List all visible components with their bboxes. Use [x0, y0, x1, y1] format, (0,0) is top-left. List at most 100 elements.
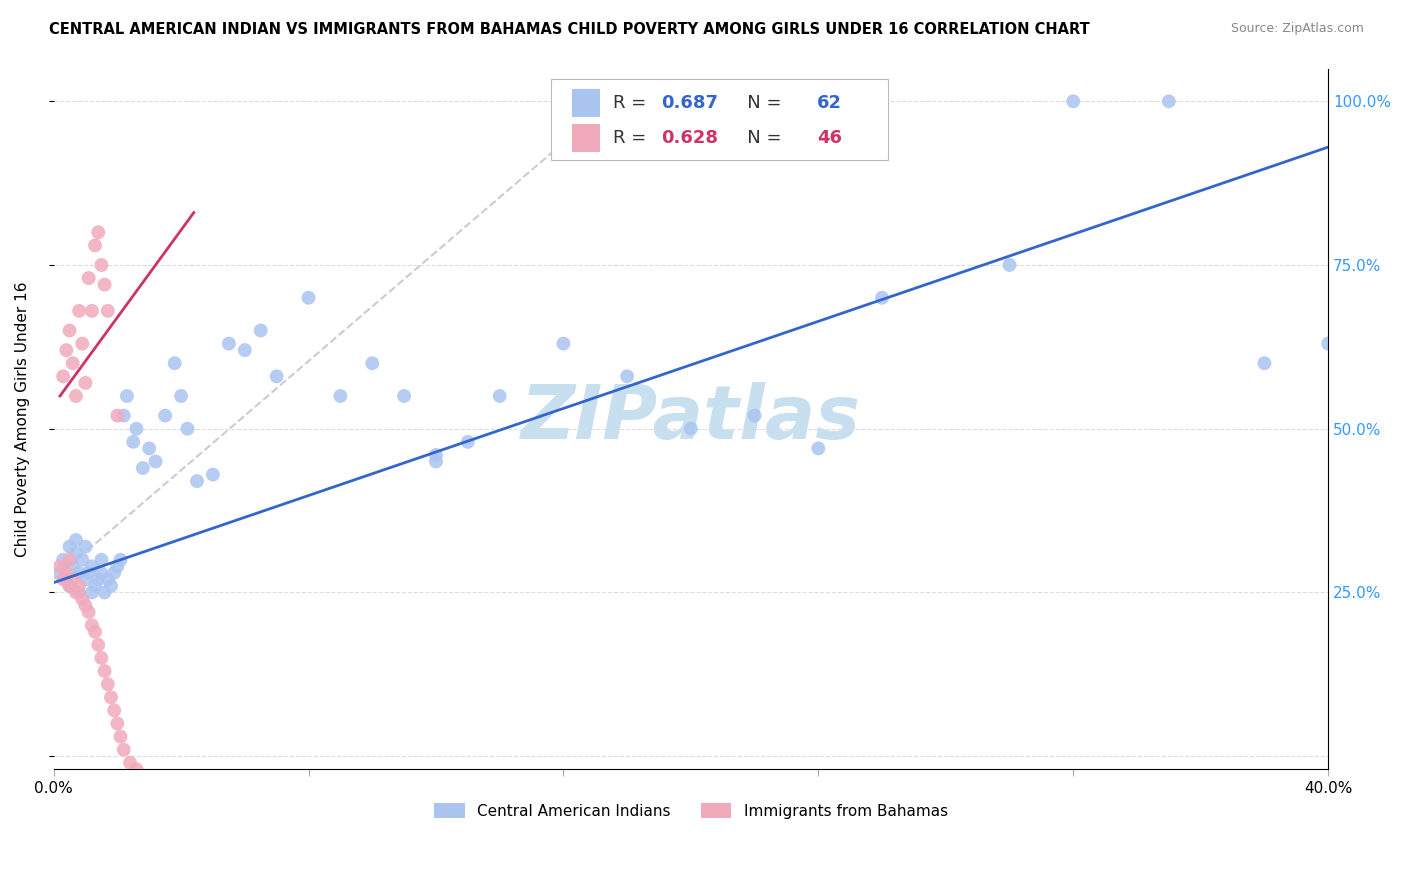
- Point: [93, 585, 115, 599]
- Point: [488, 389, 510, 403]
- Point: [58, 579, 80, 593]
- Point: [52, 552, 75, 566]
- Point: [425, 454, 447, 468]
- Point: [100, 579, 122, 593]
- Point: [65, 546, 87, 560]
- Point: [49, 566, 72, 580]
- Point: [297, 291, 319, 305]
- Point: [52, 369, 75, 384]
- Point: [77, 566, 100, 580]
- Point: [870, 291, 893, 305]
- Point: [103, 703, 125, 717]
- Point: [87, 638, 110, 652]
- Point: [58, 552, 80, 566]
- Point: [329, 389, 352, 403]
- Point: [72, 336, 94, 351]
- Point: [75, 573, 97, 587]
- Point: [105, 716, 128, 731]
- Point: [186, 474, 208, 488]
- Point: [1157, 95, 1180, 109]
- Point: [170, 795, 193, 809]
- Point: [392, 389, 415, 403]
- Point: [67, 579, 90, 593]
- Point: [105, 409, 128, 423]
- Point: [138, 442, 160, 456]
- Point: [62, 559, 84, 574]
- Point: [100, 690, 122, 705]
- Point: [90, 566, 112, 580]
- FancyBboxPatch shape: [551, 79, 889, 160]
- Point: [1317, 336, 1340, 351]
- Point: [425, 448, 447, 462]
- Point: [807, 442, 830, 456]
- Point: [125, 762, 148, 776]
- FancyBboxPatch shape: [572, 89, 600, 117]
- Point: [744, 409, 766, 423]
- Point: [80, 618, 103, 632]
- Point: [90, 258, 112, 272]
- Point: [132, 769, 155, 783]
- Point: [132, 461, 155, 475]
- Point: [67, 566, 90, 580]
- Point: [80, 559, 103, 574]
- Text: 0.687: 0.687: [662, 95, 718, 112]
- Point: [112, 409, 135, 423]
- Point: [55, 566, 77, 580]
- Point: [77, 271, 100, 285]
- Point: [553, 336, 575, 351]
- Point: [62, 573, 84, 587]
- Point: [58, 324, 80, 338]
- Point: [176, 422, 198, 436]
- Point: [170, 389, 193, 403]
- Point: [55, 343, 77, 358]
- Point: [112, 742, 135, 756]
- Point: [122, 434, 145, 449]
- Point: [138, 775, 160, 789]
- Point: [125, 422, 148, 436]
- Point: [998, 258, 1021, 272]
- Point: [67, 585, 90, 599]
- Point: [72, 552, 94, 566]
- Point: [84, 579, 107, 593]
- Point: [52, 573, 75, 587]
- Point: [361, 356, 384, 370]
- Point: [145, 454, 167, 468]
- Point: [457, 434, 479, 449]
- Text: 62: 62: [817, 95, 842, 112]
- Point: [616, 369, 638, 384]
- Point: [120, 756, 142, 770]
- Point: [266, 369, 288, 384]
- Text: N =: N =: [730, 128, 787, 146]
- Point: [110, 552, 132, 566]
- Point: [110, 730, 132, 744]
- Point: [148, 781, 170, 796]
- Point: [84, 624, 107, 639]
- Legend: Central American Indians, Immigrants from Bahamas: Central American Indians, Immigrants fro…: [427, 797, 953, 825]
- Point: [90, 552, 112, 566]
- Point: [84, 238, 107, 252]
- Point: [67, 303, 90, 318]
- Text: 0.628: 0.628: [662, 128, 718, 146]
- Point: [249, 324, 271, 338]
- Point: [65, 585, 87, 599]
- Point: [103, 566, 125, 580]
- Point: [201, 467, 224, 482]
- Text: R =: R =: [613, 128, 652, 146]
- Point: [80, 585, 103, 599]
- Point: [80, 303, 103, 318]
- Text: R =: R =: [613, 95, 652, 112]
- Point: [233, 343, 256, 358]
- Text: Source: ZipAtlas.com: Source: ZipAtlas.com: [1230, 22, 1364, 36]
- Point: [97, 677, 120, 691]
- Point: [153, 409, 176, 423]
- Point: [49, 559, 72, 574]
- Point: [58, 540, 80, 554]
- Text: 46: 46: [817, 128, 842, 146]
- Text: N =: N =: [730, 95, 787, 112]
- Point: [58, 579, 80, 593]
- Point: [183, 802, 205, 816]
- Point: [93, 664, 115, 678]
- Point: [62, 356, 84, 370]
- Point: [157, 789, 180, 803]
- Point: [75, 376, 97, 390]
